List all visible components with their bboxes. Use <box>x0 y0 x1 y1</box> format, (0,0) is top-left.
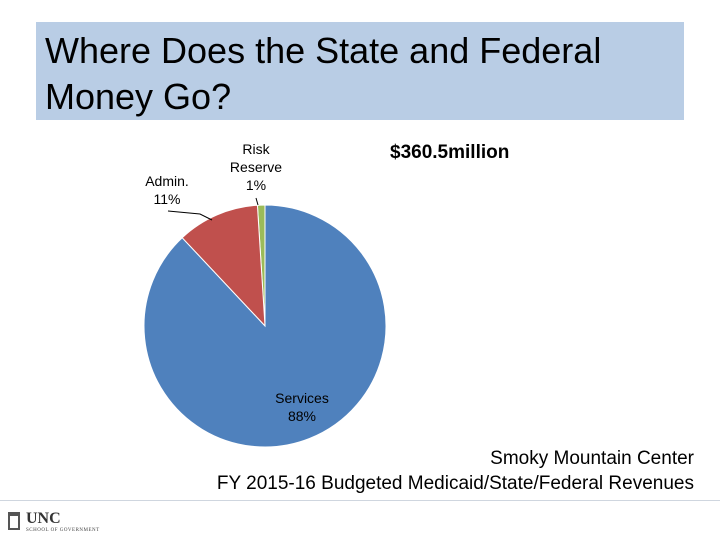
pie-slice-services <box>143 204 387 448</box>
unc-logo: UNC SCHOOL OF GOVERNMENT <box>8 509 100 533</box>
pie-slice-admin <box>181 204 266 328</box>
logo-name: UNC <box>26 509 61 527</box>
slice-label-admin: Admin. 11% <box>145 173 189 207</box>
leader-line-risk-reserve <box>255 197 259 206</box>
old-well-icon <box>8 512 20 530</box>
footer-bar <box>0 500 720 541</box>
chart-source: Smoky Mountain Center FY 2015-16 Budgete… <box>217 446 694 496</box>
slide-title-line-1: Where Does the State and Federal <box>45 30 602 71</box>
total-amount: $360.5million <box>390 142 510 163</box>
source-line-2: FY 2015-16 Budgeted Medicaid/State/Feder… <box>216 473 694 494</box>
title-box: Where Does the State and Federal Money G… <box>36 22 684 120</box>
leader-line-admin <box>167 210 213 221</box>
pie-chart: Risk Reserve 1% Admin. 11% Services 88% <box>143 141 387 448</box>
slide-title-line-2: Money Go? <box>45 76 232 117</box>
slice-label-services: Services 88% <box>275 390 329 424</box>
logo-subtitle: SCHOOL OF GOVERNMENT <box>26 527 100 533</box>
source-line-1: Smoky Mountain Center <box>490 448 694 469</box>
slice-label-risk-reserve: Risk Reserve 1% <box>230 141 282 193</box>
